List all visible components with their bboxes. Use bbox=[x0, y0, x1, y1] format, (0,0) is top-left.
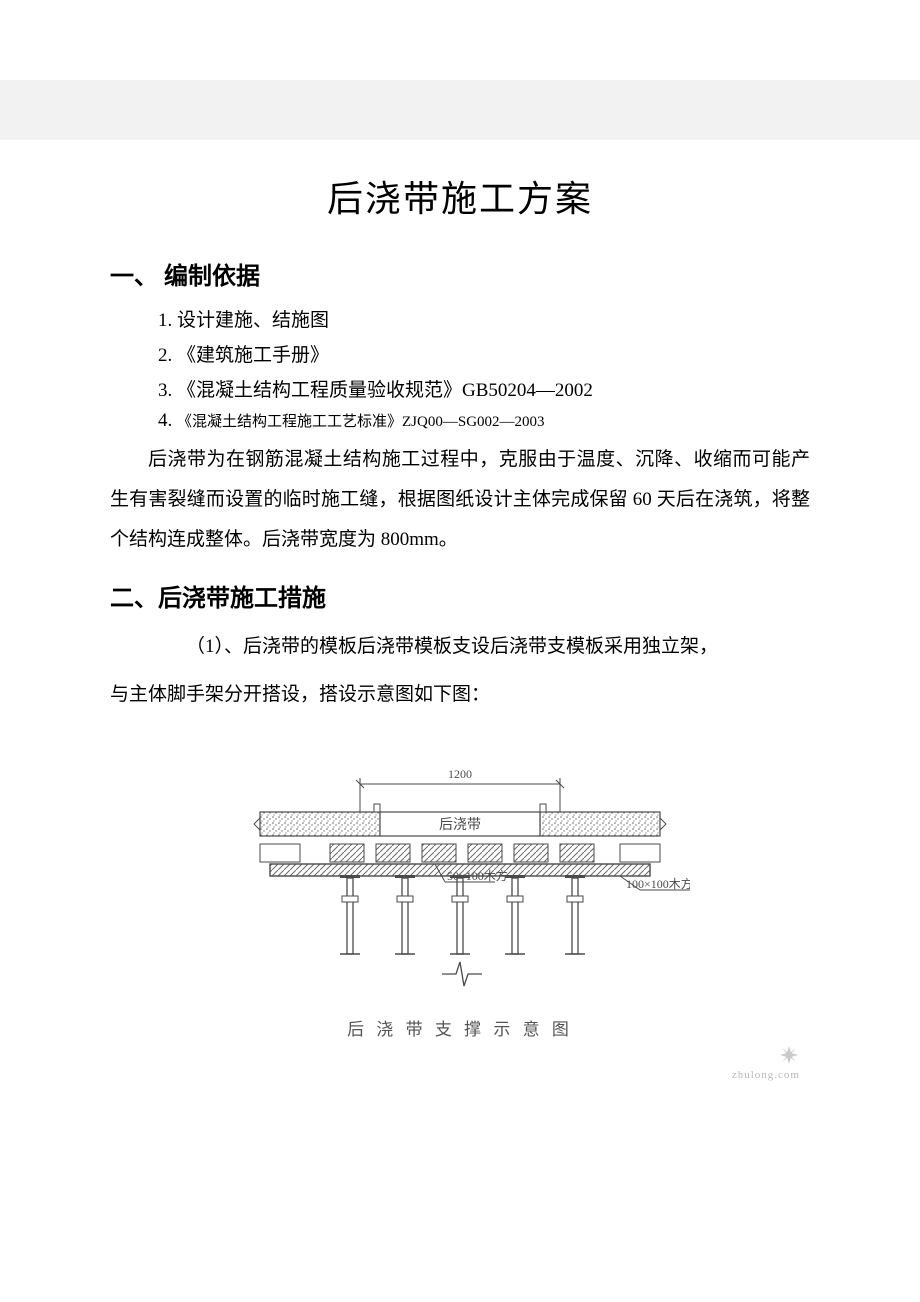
support-diagram: 1200 后浇带 50×100木方 100×100木方 bbox=[230, 744, 690, 1004]
svg-text:50×100木方: 50×100木方 bbox=[447, 868, 508, 883]
svg-text:1200: 1200 bbox=[448, 767, 472, 781]
section2-heading: 二、后浇带施工措施 bbox=[110, 578, 810, 613]
svg-text:后浇带: 后浇带 bbox=[439, 817, 481, 833]
item4-small: 《混凝土结构工程施工工艺标准》 bbox=[177, 414, 402, 430]
section1-heading: 一、 编制依据 bbox=[110, 256, 810, 291]
list-item: 4. 《混凝土结构工程施工工艺标准》ZJQ00—SG002—2003 bbox=[158, 410, 810, 432]
flower-icon bbox=[778, 1044, 800, 1069]
diagram-caption: 后 浇 带 支 撑 示 意 图 bbox=[110, 1015, 810, 1040]
section2-para1: （1）、后浇带的模板后浇带模板支设后浇带支模板采用独立架， bbox=[110, 627, 810, 667]
intro-paragraph: 后浇带为在钢筋混凝土结构施工过程中，克服由于温度、沉降、收缩而可能产生有害裂缝而… bbox=[110, 440, 810, 560]
svg-text:100×100木方: 100×100木方 bbox=[626, 876, 690, 891]
watermark-text: zhulong.com bbox=[732, 1069, 800, 1081]
list-item: 2. 《建筑施工手册》 bbox=[158, 340, 810, 367]
watermark: zhulong.com bbox=[110, 1044, 810, 1081]
page-title: 后浇带施工方案 bbox=[110, 170, 810, 222]
header-band bbox=[0, 80, 920, 140]
section2-para2: 与主体脚手架分开搭设，搭设示意图如下图： bbox=[110, 675, 810, 715]
item4-code: ZJQ00—SG002—2003 bbox=[402, 414, 545, 430]
list-item: 3. 《混凝土结构工程质量验收规范》GB50204—2002 bbox=[158, 375, 810, 402]
diagram-container: 1200 后浇带 50×100木方 100×100木方 后 浇 带 支 撑 示 意 图 bbox=[110, 744, 810, 1081]
list-item: 1. 设计建施、结施图 bbox=[158, 305, 810, 332]
item4-prefix: 4. bbox=[158, 410, 177, 431]
